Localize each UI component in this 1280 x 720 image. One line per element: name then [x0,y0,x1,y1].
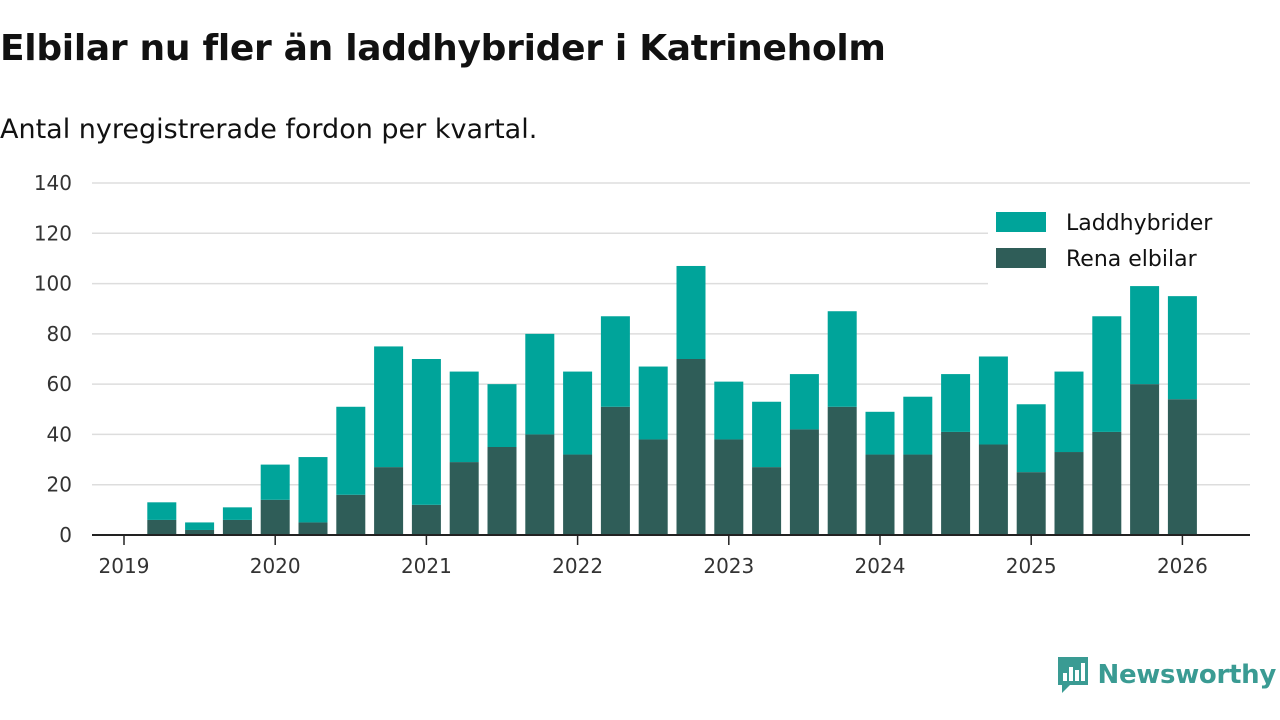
bar-rena-elbilar [752,467,782,535]
bar-rena-elbilar [449,462,479,535]
bar-laddhybrider [1092,316,1122,432]
bar-rena-elbilar [941,431,971,535]
bar-laddhybrider [260,464,290,500]
bar-rena-elbilar [374,467,404,535]
bar-rena-elbilar [789,429,819,535]
bar-laddhybrider [978,356,1008,445]
bar-laddhybrider [1167,296,1197,400]
bar-laddhybrider [600,316,630,407]
bars [147,265,1197,535]
x-tick-label-2026: 2026 [1157,554,1208,578]
bar-rena-elbilar [1054,452,1084,535]
bar-laddhybrider [449,371,479,463]
bar-rena-elbilar [600,406,630,535]
bar-laddhybrider [563,371,593,455]
bar-laddhybrider [676,265,706,359]
y-tick-label-120: 120 [34,221,72,245]
bar-laddhybrider [185,522,215,530]
x-tick-label-2025: 2025 [1006,554,1057,578]
bar-rena-elbilar [827,406,857,535]
bar-laddhybrider [1016,404,1046,473]
bar-rena-elbilar [563,454,593,535]
bar-rena-elbilar [411,504,441,535]
bar-rena-elbilar [222,519,252,535]
bar-rena-elbilar [185,529,215,535]
bar-rena-elbilar [260,499,290,535]
y-tick-label-60: 60 [47,372,72,396]
newsworthy-brand: Newsworthy [1056,655,1276,695]
legend: Laddhybrider Rena elbilar [988,196,1252,286]
y-tick-label-20: 20 [47,473,72,497]
y-tick-label-80: 80 [47,322,72,346]
bar-rena-elbilar [336,494,366,535]
bar-rena-elbilar [487,447,517,535]
bar-rena-elbilar [1167,399,1197,535]
bar-rena-elbilar [978,444,1008,535]
x-tick-label-2024: 2024 [855,554,906,578]
legend-background [988,196,1252,286]
bar-laddhybrider [298,457,328,523]
bar-laddhybrider [714,381,744,440]
x-tick-label-2020: 2020 [250,554,301,578]
bar-rena-elbilar [525,434,555,535]
y-tick-label-100: 100 [34,272,72,296]
x-tick-label-2021: 2021 [401,554,452,578]
bar-laddhybrider [941,374,971,432]
bar-rena-elbilar [676,359,706,535]
bar-laddhybrider [903,396,933,455]
y-tick-label-40: 40 [47,422,72,446]
bar-laddhybrider [1054,371,1084,453]
legend-swatch-rena-elbilar [996,248,1046,268]
legend-label-laddhybrider: Laddhybrider [1066,211,1213,236]
bar-rena-elbilar [638,439,668,535]
bar-laddhybrider [1130,286,1160,385]
x-tick-label-2022: 2022 [552,554,603,578]
bar-laddhybrider [827,311,857,407]
y-axis-tick-labels: 0 20 40 60 80 100 120 140 [34,171,72,547]
x-axis [92,534,1250,545]
bar-laddhybrider [789,374,819,430]
bar-laddhybrider [374,346,404,468]
bar-rena-elbilar [903,454,933,535]
bar-laddhybrider [752,401,782,468]
x-tick-label-2019: 2019 [99,554,150,578]
bar-laddhybrider [638,366,668,440]
legend-swatch-laddhybrider [996,212,1046,232]
bar-laddhybrider [487,384,517,447]
y-tick-label-140: 140 [34,171,72,195]
bar-laddhybrider [411,359,441,505]
bar-laddhybrider [147,502,177,520]
bar-rena-elbilar [147,519,177,535]
bar-laddhybrider [336,406,366,495]
x-axis-tick-labels: 2019 2020 2021 2022 2023 2024 2025 2026 [99,554,1208,578]
legend-label-rena-elbilar: Rena elbilar [1066,247,1198,272]
bar-rena-elbilar [714,439,744,535]
brand-name: Newsworthy [1097,660,1277,690]
bar-rena-elbilar [1092,431,1122,535]
chart-subtitle: Antal nyregistrerade fordon per kvartal. [0,114,538,145]
bar-rena-elbilar [1130,384,1160,535]
bar-laddhybrider [222,507,252,520]
y-tick-label-0: 0 [59,523,72,547]
bar-laddhybrider [865,411,895,455]
x-tick-label-2023: 2023 [703,554,754,578]
chart-title: Elbilar nu fler än laddhybrider i Katrin… [0,28,886,69]
bar-rena-elbilar [865,454,895,535]
bar-laddhybrider [525,333,555,435]
bar-rena-elbilar [298,522,328,535]
bar-rena-elbilar [1016,472,1046,535]
newsworthy-logo-icon [1057,657,1088,693]
